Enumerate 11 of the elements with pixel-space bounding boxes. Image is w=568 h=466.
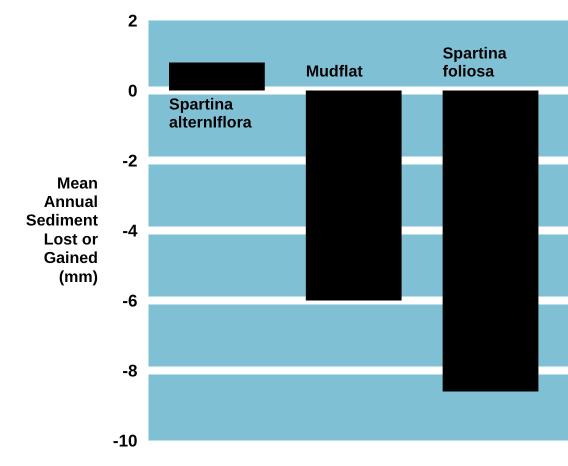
y-axis-title: Mean Annual Sediment Lost or Gained (mm) — [26, 175, 99, 286]
y-tick-label: 2 — [128, 12, 138, 30]
y-tick-label: -8 — [122, 362, 138, 380]
x-tick-label: Spartina foliosa — [442, 46, 507, 80]
x-tick-label: Spartina alternIflora — [169, 96, 252, 132]
y-tick-label: 0 — [128, 82, 138, 100]
y-tick-label: -10 — [112, 432, 138, 450]
x-tick-label: Mudflat — [306, 64, 364, 80]
y-tick-label: -4 — [122, 222, 138, 240]
y-tick-label: -6 — [122, 292, 138, 310]
y-tick-label: -2 — [122, 152, 138, 170]
